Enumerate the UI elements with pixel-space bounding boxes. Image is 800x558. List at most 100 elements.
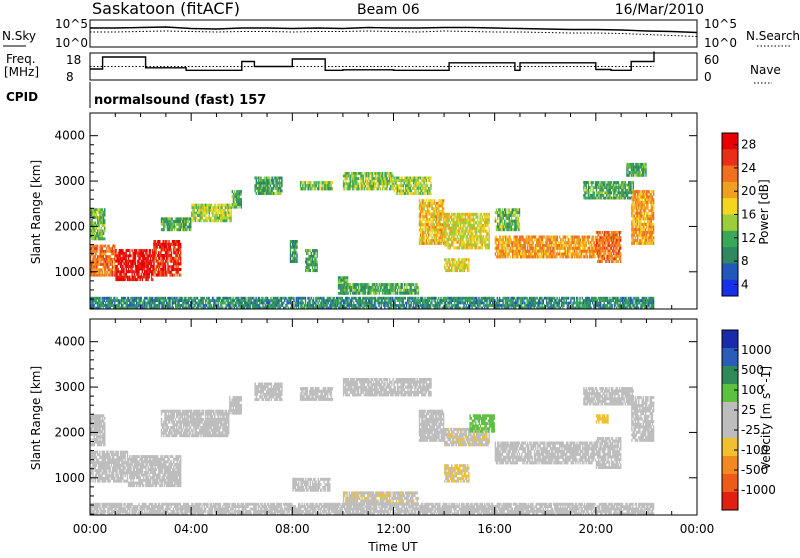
nsearch-tick-bottom: 10^0: [704, 36, 737, 50]
heatmap-cell: [93, 299, 94, 302]
heatmap-cell: [343, 283, 344, 286]
heatmap-cell: [440, 221, 441, 224]
heatmap-cell: [119, 273, 120, 276]
heatmap-cell: [611, 181, 612, 184]
heatmap-cell: [404, 283, 405, 286]
heatmap-cell: [436, 229, 437, 232]
heatmap-cell: [584, 236, 585, 239]
heatmap-cell: [568, 255, 569, 258]
heatmap-cell: [471, 246, 472, 249]
heatmap-cell: [314, 184, 315, 187]
heatmap-cell: [406, 192, 407, 195]
heatmap-cell: [607, 255, 608, 258]
heatmap-cell: [142, 254, 143, 257]
heatmap-cell: [438, 226, 439, 229]
heatmap-cell: [577, 247, 578, 250]
heatmap-cell: [361, 188, 362, 191]
heatmap-cell: [294, 254, 295, 257]
heatmap-cell: [320, 187, 321, 190]
heatmap-cell: [460, 224, 461, 227]
heatmap-cell: [438, 237, 439, 240]
heatmap-cell: [93, 263, 94, 266]
heatmap-cell: [592, 236, 593, 239]
heatmap-cell: [561, 241, 562, 244]
heatmap-cell: [415, 283, 416, 286]
heatmap-cell: [368, 188, 369, 191]
heatmap-cell: [643, 196, 644, 199]
heatmap-cell: [166, 240, 168, 243]
heatmap-cell: [121, 268, 122, 271]
heatmap-cell: [577, 241, 578, 244]
heatmap-cell: [573, 250, 574, 253]
heatmap-cell: [643, 217, 644, 220]
heatmap-cell: [443, 210, 444, 213]
heatmap-cell: [131, 268, 132, 271]
heatmap-cell: [106, 274, 107, 277]
heatmap-cell: [473, 227, 474, 230]
heatmap-cell: [621, 191, 622, 194]
heatmap-cell: [419, 199, 420, 202]
heatmap-cell: [296, 251, 297, 254]
heatmap-cell: [495, 253, 496, 256]
heatmap-cell: [565, 247, 566, 250]
heatmap-cell: [554, 236, 555, 239]
heatmap-cell: [503, 211, 504, 214]
heatmap-cell: [505, 225, 506, 228]
heatmap-cell: [126, 260, 127, 263]
heatmap-cell: [632, 212, 633, 215]
heatmap-cell: [532, 253, 533, 256]
heatmap-cell: [518, 255, 519, 258]
heatmap-cell: [296, 260, 297, 263]
heatmap-cell: [510, 223, 511, 226]
heatmap-cell: [568, 250, 569, 253]
heatmap-cell: [217, 214, 219, 217]
heatmap-cell: [436, 237, 437, 240]
heatmap-cell: [652, 236, 653, 239]
heatmap-cell: [456, 238, 457, 241]
heatmap-cell: [107, 250, 108, 253]
heatmap-cell: [402, 184, 403, 187]
heatmap-cell: [589, 253, 590, 256]
heatmap-cell: [366, 175, 367, 178]
heatmap-cell: [646, 223, 647, 226]
heatmap-cell: [146, 260, 147, 263]
heatmap-cell: [429, 239, 430, 242]
heatmap-cell: [236, 201, 237, 204]
heatmap-cell: [637, 212, 638, 215]
heatmap-cell: [645, 209, 646, 212]
heatmap-cell: [425, 242, 426, 245]
heatmap-cell: [496, 225, 497, 228]
heatmap-cell: [573, 247, 574, 250]
heatmap-cell: [354, 180, 355, 183]
heatmap-cell: [431, 229, 432, 232]
heatmap-cell: [511, 225, 512, 228]
heatmap-cell: [637, 234, 638, 237]
heatmap-cell: [431, 221, 432, 224]
heatmap-cell: [605, 244, 606, 247]
heatmap-cell: [633, 174, 634, 177]
heatmap-cell: [377, 172, 378, 175]
heatmap-cell: [448, 258, 449, 261]
heatmap-cell: [374, 188, 375, 191]
heatmap-cell: [112, 302, 113, 305]
heatmap-cell: [431, 215, 432, 218]
heatmap-cell: [302, 184, 303, 187]
heatmap-cell: [572, 255, 573, 258]
heatmap-cell: [436, 223, 437, 226]
heatmap-cell: [647, 212, 648, 215]
heatmap-cell: [126, 276, 127, 279]
heatmap-cell: [487, 224, 488, 227]
heatmap-cell: [144, 260, 145, 263]
heatmap-cell: [392, 283, 393, 286]
heatmap-cell: [128, 268, 129, 271]
heatmap-cell: [584, 194, 585, 197]
heatmap-cell: [137, 254, 138, 257]
heatmap-cell: [566, 236, 567, 239]
heatmap-cell: [610, 191, 611, 194]
heatmap-cell: [390, 292, 391, 295]
heatmap-cell: [484, 227, 485, 230]
heatmap-cell: [594, 194, 595, 197]
heatmap-cell: [552, 238, 553, 241]
heatmap-cell: [588, 181, 589, 184]
heatmap-cell: [307, 261, 308, 264]
